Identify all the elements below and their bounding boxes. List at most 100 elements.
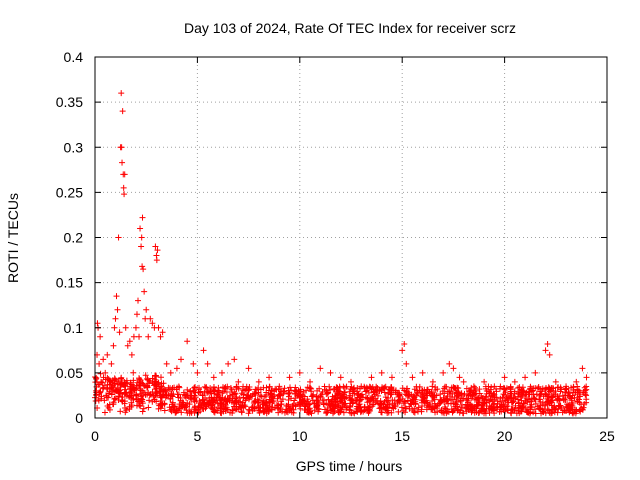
data-point: [96, 389, 103, 396]
data-point: [329, 393, 336, 400]
data-point: [200, 347, 207, 354]
data-point: [133, 311, 140, 318]
data-point: [332, 403, 339, 410]
data-point: [505, 399, 512, 406]
data-point: [563, 383, 570, 390]
data-point: [143, 306, 150, 313]
data-point: [514, 385, 521, 392]
data-point: [258, 393, 265, 400]
data-point: [132, 324, 139, 331]
data-point: [421, 391, 428, 398]
data-point: [497, 383, 504, 390]
data-point: [488, 384, 495, 391]
data-point: [176, 404, 183, 411]
data-point: [150, 382, 157, 389]
data-point: [292, 384, 299, 391]
data-point: [194, 369, 201, 376]
data-point: [470, 383, 477, 390]
data-point: [227, 409, 234, 416]
data-point: [292, 403, 299, 410]
data-point: [522, 404, 529, 411]
data-point: [432, 387, 439, 394]
data-point: [300, 397, 307, 404]
data-point: [288, 395, 295, 402]
data-point: [326, 383, 333, 390]
data-point: [118, 144, 125, 151]
data-point: [384, 397, 391, 404]
data-point: [296, 369, 303, 376]
data-point: [204, 360, 211, 367]
data-point: [576, 407, 583, 414]
data-point: [451, 405, 458, 412]
data-point: [454, 407, 461, 414]
data-point: [460, 395, 467, 402]
data-point: [113, 377, 120, 384]
data-point: [260, 401, 267, 408]
data-point: [409, 374, 416, 381]
data-point: [159, 329, 166, 336]
data-point: [555, 384, 562, 391]
data-point: [287, 384, 294, 391]
data-point: [335, 402, 342, 409]
data-point: [111, 395, 118, 402]
data-point: [175, 394, 182, 401]
data-point: [377, 404, 384, 411]
data-point: [245, 393, 252, 400]
data-point: [146, 397, 153, 404]
data-point: [123, 392, 130, 399]
data-point: [524, 408, 531, 415]
data-point: [354, 397, 361, 404]
data-point: [504, 393, 511, 400]
data-point: [139, 380, 146, 387]
data-point: [219, 384, 226, 391]
x-tick-label: 20: [497, 428, 513, 444]
data-point: [147, 315, 154, 322]
data-point: [419, 403, 426, 410]
data-point: [210, 408, 217, 415]
data-point: [397, 396, 404, 403]
data-point: [138, 234, 145, 241]
data-point: [533, 391, 540, 398]
data-point: [401, 340, 408, 347]
data-point: [304, 406, 311, 413]
data-point: [357, 404, 364, 411]
data-point: [122, 324, 129, 331]
data-point: [508, 395, 515, 402]
data-point: [122, 409, 129, 416]
data-point: [119, 159, 126, 166]
data-point: [530, 391, 537, 398]
data-point: [119, 108, 126, 115]
data-point: [546, 351, 553, 358]
data-point: [491, 394, 498, 401]
data-point: [235, 378, 242, 385]
data-point: [580, 389, 587, 396]
data-point: [502, 397, 509, 404]
data-point: [299, 400, 306, 407]
data-point: [568, 384, 575, 391]
data-point: [377, 398, 384, 405]
data-point: [141, 389, 148, 396]
data-point: [314, 402, 321, 409]
data-point: [307, 378, 314, 385]
data-point: [251, 399, 258, 406]
data-point: [304, 384, 311, 391]
data-point: [478, 405, 485, 412]
data-point: [347, 397, 354, 404]
data-point: [297, 386, 304, 393]
data-point: [142, 372, 149, 379]
data-point: [438, 407, 445, 414]
data-point: [348, 378, 354, 385]
data-point: [178, 409, 185, 416]
grid-lines: [95, 57, 607, 418]
data-point: [405, 389, 412, 396]
data-point: [378, 369, 385, 376]
data-point: [182, 394, 189, 401]
data-point: [452, 385, 459, 392]
data-point: [504, 403, 511, 410]
data-point: [115, 388, 122, 395]
data-point: [255, 397, 262, 404]
y-tick-label: 0.1: [64, 320, 84, 336]
data-point: [516, 384, 523, 391]
data-point: [349, 386, 356, 393]
data-point: [347, 404, 354, 411]
